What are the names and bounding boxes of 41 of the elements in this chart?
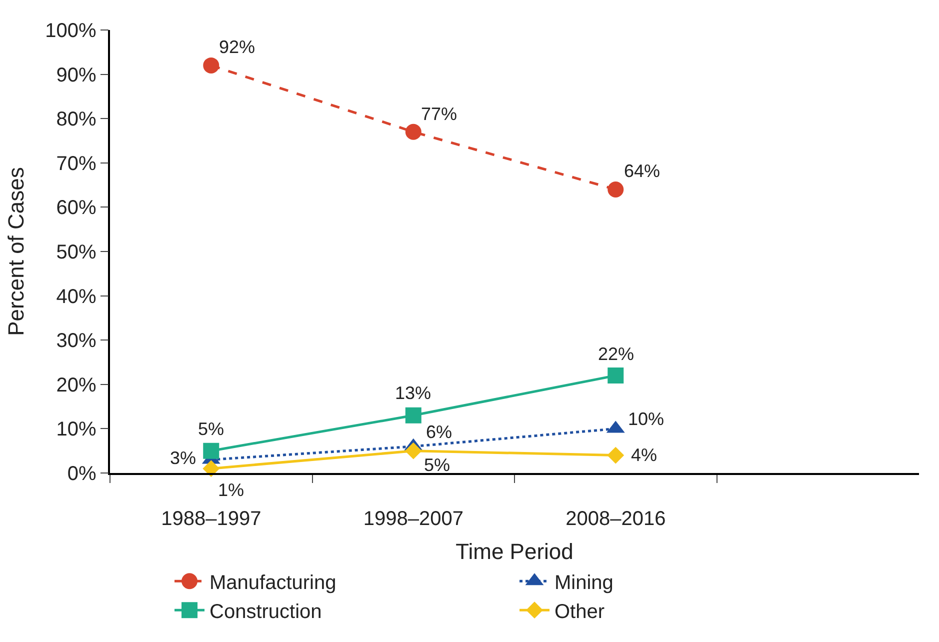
data-label: 22% [598,344,634,364]
y-axis-title: Percent of Cases [3,167,28,336]
point [608,368,624,384]
y-tick-label: 20% [56,374,96,396]
data-label: 77% [421,104,458,124]
legend-label: Mining [554,572,614,594]
y-tick-label: 0% [67,463,96,485]
legend-label: Construction [210,600,322,623]
point [405,407,422,424]
y-tick-label: 90% [56,64,96,86]
y-tick-label: 70% [56,152,96,175]
x-tick-label: 1998–2007 [363,508,464,530]
legend-label: Manufacturing [210,572,336,594]
point [202,460,220,478]
point [607,446,624,464]
data-label: 5% [198,419,224,439]
legend-label: Other [554,600,605,623]
data-label: 64% [624,161,660,181]
point [404,442,422,460]
data-label: 3% [170,448,196,468]
x-axis-title: Time Period [456,539,574,564]
x-tick-label: 1988–1997 [161,508,262,530]
y-tick-label: 10% [56,418,96,441]
y-tick-label: 40% [56,286,96,308]
data-label: 10% [628,409,664,429]
y-tick-label: 30% [56,330,96,352]
data-label: 92% [219,37,256,57]
y-tick-label: 80% [56,108,96,131]
y-tick-label: 50% [56,242,96,264]
point [203,57,220,74]
data-label: 13% [395,383,432,403]
data-label: 4% [631,445,658,465]
y-tick-label: 100% [45,20,96,42]
y-tick-label: 60% [56,197,96,220]
point [608,181,624,198]
x-tick-label: 2008–2016 [566,508,666,530]
point [203,442,220,459]
data-label: 1% [218,480,244,500]
data-label: 6% [426,422,452,442]
point [405,124,422,140]
data-label: 5% [424,455,450,475]
